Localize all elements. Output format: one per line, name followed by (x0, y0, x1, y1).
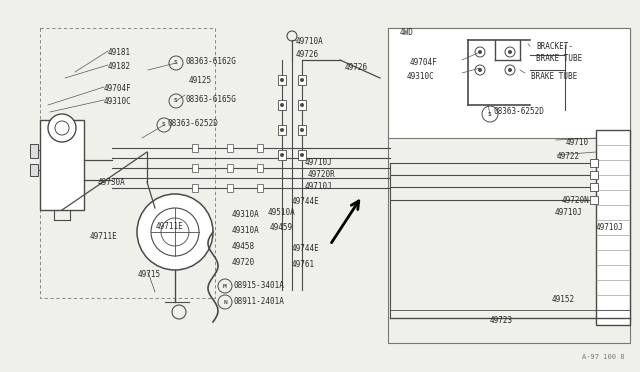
Text: 49730A: 49730A (98, 178, 125, 187)
Circle shape (280, 153, 284, 157)
Text: 49510A: 49510A (268, 208, 296, 217)
Bar (278, 150, 286, 160)
Text: 49723: 49723 (490, 316, 513, 325)
Text: 49125: 49125 (189, 76, 212, 85)
Bar (298, 125, 306, 135)
Text: 49710J: 49710J (596, 223, 624, 232)
Bar (192, 164, 198, 172)
Bar (278, 75, 286, 85)
Circle shape (300, 153, 304, 157)
Bar (388, 28, 630, 343)
Circle shape (280, 128, 284, 132)
Text: 49726: 49726 (296, 50, 319, 59)
Circle shape (280, 103, 284, 107)
Text: 49310C: 49310C (407, 72, 435, 81)
Circle shape (48, 114, 76, 142)
Text: 49726: 49726 (345, 63, 368, 72)
Text: 08363-6252D: 08363-6252D (494, 108, 545, 116)
Text: 49710J: 49710J (305, 182, 333, 191)
Text: 49711E: 49711E (90, 232, 118, 241)
Bar (590, 171, 598, 179)
Text: 49711E: 49711E (156, 222, 184, 231)
Text: 08363-6165G: 08363-6165G (185, 96, 236, 105)
Text: 49710A: 49710A (296, 37, 324, 46)
Text: BRACKET-: BRACKET- (536, 42, 573, 51)
Circle shape (300, 128, 304, 132)
Text: 49181: 49181 (108, 48, 131, 57)
Text: 08363-6162G: 08363-6162G (185, 58, 236, 67)
Text: 49710J: 49710J (555, 208, 583, 217)
Text: 49744E: 49744E (292, 197, 320, 206)
Bar (278, 125, 286, 135)
Text: A·97 100 8: A·97 100 8 (582, 354, 625, 360)
Text: S: S (174, 99, 178, 103)
Text: 08911-2401A: 08911-2401A (234, 298, 285, 307)
Bar (298, 75, 306, 85)
Bar (257, 164, 263, 172)
Text: 49310A: 49310A (232, 210, 260, 219)
Text: 49704F: 49704F (104, 84, 132, 93)
Circle shape (300, 78, 304, 82)
Text: 49710J: 49710J (305, 158, 333, 167)
Text: S: S (162, 122, 166, 128)
Bar (278, 100, 286, 110)
Circle shape (478, 68, 482, 72)
Circle shape (137, 194, 213, 270)
Bar (257, 144, 263, 152)
Text: 49459: 49459 (270, 223, 293, 232)
Bar (298, 100, 306, 110)
Text: 08915-3401A: 08915-3401A (234, 282, 285, 291)
Circle shape (280, 78, 284, 82)
Text: 49720: 49720 (232, 258, 255, 267)
Bar (40, 28, 215, 298)
Bar (590, 159, 598, 167)
Bar (227, 144, 233, 152)
Text: 49182: 49182 (108, 62, 131, 71)
Text: M: M (223, 283, 227, 289)
Bar (257, 184, 263, 192)
Bar (388, 28, 630, 138)
Bar (192, 184, 198, 192)
Circle shape (478, 50, 482, 54)
Text: 49310A: 49310A (232, 226, 260, 235)
Text: 08363-6252D: 08363-6252D (168, 119, 219, 128)
Text: S: S (174, 61, 178, 65)
Bar (590, 183, 598, 191)
Bar (298, 150, 306, 160)
Text: 49720N: 49720N (562, 196, 589, 205)
Text: 49761: 49761 (292, 260, 315, 269)
Text: BRAKE TUBE: BRAKE TUBE (531, 72, 577, 81)
Circle shape (508, 50, 512, 54)
Circle shape (300, 103, 304, 107)
Text: 49458: 49458 (232, 242, 255, 251)
Text: 4WD: 4WD (400, 28, 414, 37)
Text: 49722: 49722 (557, 152, 580, 161)
Text: 49744E: 49744E (292, 244, 320, 253)
Text: BRAKE TUBE: BRAKE TUBE (536, 54, 582, 63)
Bar (596, 130, 630, 325)
Bar (30, 144, 38, 158)
Bar (40, 120, 84, 210)
Text: S: S (488, 112, 492, 116)
Text: 49715: 49715 (138, 270, 161, 279)
Bar (227, 164, 233, 172)
Bar (30, 164, 38, 176)
Text: 49310C: 49310C (104, 97, 132, 106)
Bar (192, 144, 198, 152)
Text: 49720R: 49720R (308, 170, 336, 179)
Text: 49710: 49710 (566, 138, 589, 147)
Text: N: N (223, 299, 227, 305)
Text: 49704F: 49704F (410, 58, 438, 67)
Bar (227, 184, 233, 192)
Bar (590, 196, 598, 204)
Circle shape (508, 68, 512, 72)
Text: 49152: 49152 (552, 295, 575, 304)
